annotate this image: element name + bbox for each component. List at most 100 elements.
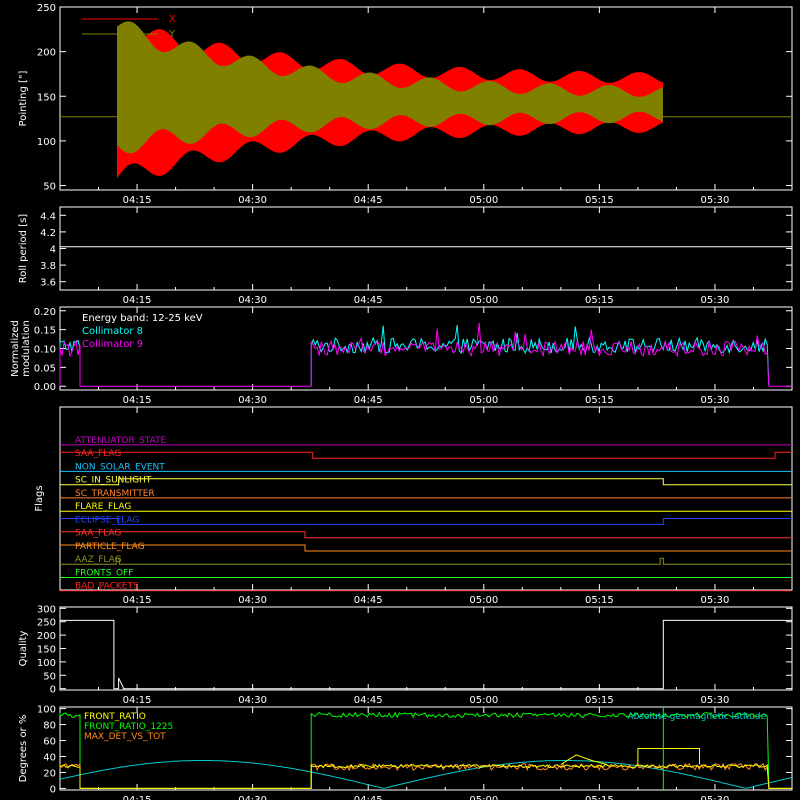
- degrees-y-tick-label: 0: [50, 784, 56, 795]
- roll-x-tick-label: 05:15: [585, 295, 614, 306]
- modulation-x-tick-label: 05:15: [585, 395, 614, 406]
- modulation-y-tick-label: 0.00: [34, 382, 56, 393]
- degrees-x-tick-label: 04:45: [354, 795, 383, 800]
- quality-x-tick-label: 05:00: [469, 695, 498, 706]
- flags-x-tick-label: 04:15: [123, 595, 152, 606]
- quality-y-tick-label: 300: [37, 604, 56, 615]
- flag-label-bad-packets: BAD_PACKETS: [75, 582, 139, 592]
- degrees-front-ratio-bump: [560, 754, 608, 765]
- degrees-legend-max-det-vs-tot: MAX_DET_VS_TOT: [84, 732, 166, 742]
- flag-label-flare-flag: FLARE_FLAG: [75, 502, 131, 512]
- flags-x-tick-label: 04:30: [238, 595, 267, 606]
- modulation-series-collimator-8: [59, 324, 770, 387]
- roll-panel: 04:15 04:30 04:45 05:00 05:15 05:30 3.6 3.8 4 4.2…: [18, 206, 793, 306]
- pointing-x-tick-label: 04:45: [354, 195, 383, 206]
- quality-y-label: Quality: [18, 631, 29, 667]
- modulation-y-tick-label: 0.05: [34, 363, 56, 374]
- flag-label-attenuator-state: ATTENUATOR_STATE: [75, 436, 167, 446]
- flag-label-sc-in-sunlight: SC_IN_SUNLIGHT: [75, 476, 152, 486]
- modulation-x-tick-label: 04:45: [354, 395, 383, 406]
- roll-x-tick-label: 05:00: [469, 295, 498, 306]
- modulation-legend-collimator-9: Collimator 9: [82, 339, 143, 350]
- flag-label-saa-flag: SAA_FLAG: [75, 529, 121, 539]
- degrees-y-label: Degrees or %: [18, 715, 29, 783]
- flags-frame: [59, 406, 793, 591]
- quality-panel: 04:15 04:30 04:45 05:00 05:15 05:30 0 50 100 150 2…: [18, 604, 793, 706]
- roll-x-tick-label: 04:30: [238, 295, 267, 306]
- flags-x-tick-label: 04:45: [354, 595, 383, 606]
- degrees-y-tick-label: 60: [43, 737, 56, 748]
- flag-label-fronts-off: FRONTS_OFF: [75, 568, 133, 578]
- degrees-x-tick-label: 05:00: [469, 795, 498, 800]
- roll-x-tick-label: 04:45: [354, 295, 383, 306]
- flag-label-non-solar-event: NON_SOLAR_EVENT: [75, 462, 165, 472]
- quality-y-tick-label: 100: [37, 658, 56, 669]
- quality-y-tick-label: 50: [43, 671, 56, 682]
- degrees-frame: [59, 706, 793, 791]
- pointing-y-label: Pointing ["]: [18, 70, 29, 126]
- modulation-y-label-1: Normalized: [10, 320, 21, 377]
- pointing-frame: [59, 6, 793, 191]
- quality-x-tick-label: 04:45: [354, 695, 383, 706]
- legend-label-y: Y: [168, 29, 176, 40]
- flag-line-sc-in-sunlight: [60, 478, 792, 486]
- quality-x-tick-label: 04:30: [238, 695, 267, 706]
- flags-panel: 04:15 04:30 04:45 05:00 05:15 05:30 Flags ATTEN…: [34, 406, 793, 606]
- roll-y-tick-label: 4.4: [40, 211, 56, 222]
- modulation-y-label-2: modulation: [21, 320, 32, 377]
- degrees-x-tick-label: 04:15: [123, 795, 152, 800]
- flag-label-sc-transmitter: SC_TRANSMITTER: [75, 489, 155, 499]
- pointing-x-tick-label: 05:15: [585, 195, 614, 206]
- degrees-series-geomag-latitude: [59, 760, 793, 789]
- degrees-series-front-ratio-1225: [59, 711, 792, 789]
- degrees-y-tick-label: 100: [37, 705, 56, 716]
- modulation-legend-collimator-8: Collimator 8: [82, 326, 143, 337]
- pointing-legend: XY: [82, 14, 176, 40]
- roll-x-tick-label: 05:30: [701, 295, 730, 306]
- flag-line-saa-flag: [60, 531, 792, 539]
- degrees-series-max-det-vs-tot: [59, 762, 792, 789]
- flag-line-particle-flag: [60, 544, 792, 552]
- degrees-annotation-geomag-latitude: Absolute geomagnetic latitude: [627, 712, 766, 722]
- flag-line-saa-flag: [60, 451, 792, 459]
- degrees-series-front-ratio: [59, 763, 792, 789]
- quality-y-tick-label: 0: [50, 685, 56, 696]
- pointing-x-tick-label: 04:15: [123, 195, 152, 206]
- pointing-y-tick-label: 250: [37, 3, 56, 14]
- pointing-y-tick-label: 100: [37, 137, 56, 148]
- roll-y-tick-label: 4.2: [40, 228, 56, 239]
- pointing-y-tick-label: 50: [43, 182, 56, 193]
- degrees-x-tick-label: 05:15: [585, 795, 614, 800]
- modulation-x-tick-label: 04:30: [238, 395, 267, 406]
- flag-line-aaz-flag: [60, 557, 792, 565]
- flags-x-tick-label: 05:00: [469, 595, 498, 606]
- degrees-panel: 04:15 04:30 04:45 05:00 05:15 05:30 0 20 40 60 80 1…: [18, 705, 793, 800]
- degrees-x-tick-label: 04:30: [238, 795, 267, 800]
- degrees-y-tick-label: 40: [43, 752, 56, 763]
- modulation-y-tick-label: 0.15: [34, 326, 56, 337]
- roll-y-tick-label: 4: [50, 245, 56, 256]
- roll-y-label: Roll period [s]: [18, 214, 29, 283]
- pointing-panel: 04:15 04:30 04:45 05:00 05:15 05:30 50 100 150 20…: [18, 3, 793, 206]
- flags-x-tick-label: 05:15: [585, 595, 614, 606]
- legend-label-x: X: [169, 14, 176, 25]
- roll-x-tick-label: 04:15: [123, 295, 152, 306]
- modulation-y-tick-label: 0.10: [34, 345, 56, 356]
- flag-label-particle-flag: PARTICLE_FLAG: [75, 542, 145, 552]
- degrees-y-tick-label: 80: [43, 721, 56, 732]
- modulation-x-tick-label: 04:15: [123, 395, 152, 406]
- pointing-x-tick-label: 04:30: [238, 195, 267, 206]
- degrees-x-tick-label: 05:30: [701, 795, 730, 800]
- flags-x-tick-label: 05:30: [701, 595, 730, 606]
- pointing-x-tick-label: 05:30: [701, 195, 730, 206]
- degrees-legend-front-ratio-1225: FRONT_RATIO_1225: [84, 722, 173, 732]
- quality-series: [60, 619, 792, 690]
- modulation-x-tick-label: 05:30: [701, 395, 730, 406]
- flags-y-label: Flags: [34, 485, 45, 511]
- pointing-y-tick-label: 150: [37, 92, 56, 103]
- degrees-front-ratio-plateau: [637, 748, 700, 765]
- quality-y-tick-label: 250: [37, 618, 56, 629]
- roll-y-tick-label: 3.6: [40, 278, 56, 289]
- modulation-energy-band: Energy band: 12-25 keV: [82, 313, 203, 324]
